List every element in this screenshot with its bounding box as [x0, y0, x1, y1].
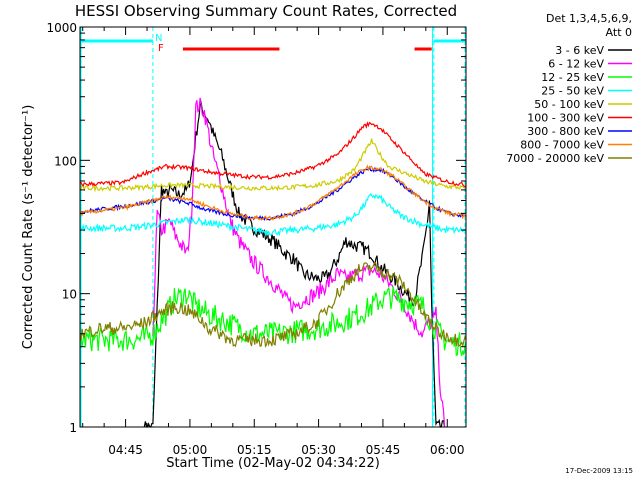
legend-label: 6 - 12 keV — [548, 58, 604, 71]
legend-label: 7000 - 20000 keV — [506, 152, 604, 165]
series-line — [79, 121, 467, 188]
legend-header-1: Det 1,3,4,5,6,9, — [546, 12, 632, 25]
series-layer — [79, 97, 467, 428]
x-tick-label: 05:45 — [366, 443, 401, 457]
flare-flag-label: F — [158, 43, 164, 54]
legend-label: 300 - 800 keV — [527, 125, 604, 138]
y-tick-label: 10 — [62, 288, 77, 302]
x-tick-label: 04:45 — [108, 443, 143, 457]
series-line — [79, 286, 467, 356]
series-line — [79, 164, 467, 222]
series-line — [152, 97, 446, 428]
y-tick-label: 100 — [54, 154, 77, 168]
legend-label: 50 - 100 keV — [534, 98, 604, 111]
night-flag-label: N — [155, 33, 162, 44]
series-line — [143, 100, 446, 428]
series-line — [79, 138, 467, 193]
y-axis: 1 10 100 1000 — [46, 21, 466, 435]
x-tick-label: 05:30 — [301, 443, 336, 457]
legend-label: 100 - 300 keV — [527, 112, 604, 125]
legend-header-2: Att 0 — [606, 26, 632, 39]
series-line — [79, 261, 467, 348]
y-tick-label: 1 — [69, 421, 77, 435]
x-tick-label: 06:00 — [430, 443, 465, 457]
chart-title: HESSI Observing Summary Count Rates, Cor… — [75, 2, 457, 20]
series-line — [79, 192, 467, 237]
x-axis: 04:45 05:00 05:15 05:30 05:45 06:00 — [82, 27, 465, 457]
x-tick-label: 05:00 — [173, 443, 208, 457]
x-axis-label: Start Time (02-May-02 04:34:22) — [166, 456, 380, 471]
legend-label: 3 - 6 keV — [555, 44, 604, 57]
legend-label: 25 - 50 keV — [541, 85, 604, 98]
legend-label: 12 - 25 keV — [541, 71, 604, 84]
y-axis-label: Corrected Count Rate (s⁻¹ detector⁻¹) — [21, 105, 36, 350]
y-tick-label: 1000 — [46, 21, 77, 35]
x-tick-label: 05:15 — [237, 443, 272, 457]
plot-frame — [79, 26, 467, 428]
timestamp: 17-Dec-2009 13:15 — [565, 467, 633, 475]
legend-label: 800 - 7000 keV — [520, 139, 604, 152]
